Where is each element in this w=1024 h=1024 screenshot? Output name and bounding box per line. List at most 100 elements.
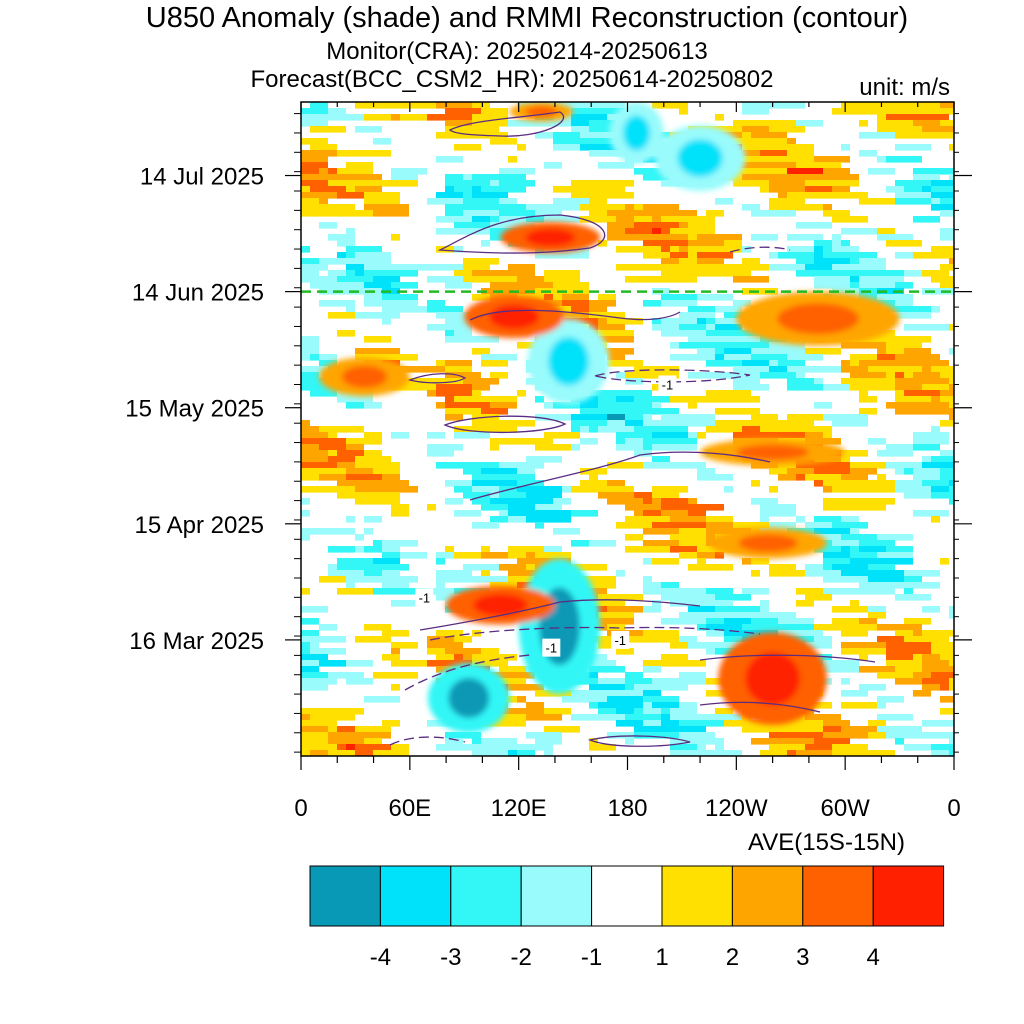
anomaly-cell (688, 564, 706, 571)
anomaly-cell (472, 204, 499, 211)
anomaly-cell (517, 696, 526, 703)
anomaly-cell (346, 444, 364, 451)
anomaly-cell (949, 744, 954, 751)
anomaly-cell (328, 270, 346, 277)
anomaly-cell (454, 180, 490, 187)
colorbar-swatch (591, 865, 663, 927)
anomaly-cell (355, 462, 391, 469)
anomaly-cell (445, 330, 454, 337)
anomaly-cell (589, 636, 625, 643)
anomaly-cell (949, 402, 954, 409)
rmmi-contour (699, 654, 876, 663)
anomaly-cell (877, 714, 895, 721)
anomaly-cell (625, 714, 643, 721)
anomaly-cell (796, 474, 805, 481)
anomaly-cell (922, 270, 949, 277)
anomaly-cell (598, 402, 616, 409)
anomaly-cell (706, 588, 733, 595)
anomaly-cell (913, 120, 940, 127)
anomaly-cell (724, 138, 760, 145)
anomaly-cell (553, 288, 589, 295)
colorbar-swatch (661, 865, 733, 927)
anomaly-cell (913, 690, 931, 697)
anomaly-cell (301, 654, 328, 661)
anomaly-cell (346, 228, 355, 235)
anomaly-cell (670, 678, 679, 685)
anomaly-cell (643, 576, 652, 583)
anomaly-cell (877, 636, 904, 643)
anomaly-cell (886, 450, 913, 457)
anomaly-cell (877, 354, 895, 361)
anomaly-cell (301, 450, 328, 457)
anomaly-cell (436, 216, 472, 223)
anomaly-cell (562, 300, 589, 307)
anomaly-cell (778, 252, 787, 259)
anomaly-cell (508, 120, 544, 127)
anomaly-cell (868, 642, 886, 649)
anomaly-cell (877, 570, 904, 577)
anomaly-cell (436, 462, 472, 469)
anomaly-cell (886, 240, 922, 247)
anomaly-cell (904, 108, 913, 115)
anomaly-cell (301, 150, 337, 157)
anomaly-cell (436, 156, 454, 163)
anomaly-cell (742, 558, 751, 565)
anomaly-cell (679, 108, 688, 115)
anomaly-cell (346, 186, 355, 193)
anomaly-cell (733, 378, 760, 385)
anomaly-cell (436, 570, 472, 577)
anomaly-cell (895, 666, 922, 673)
anomaly-cell (769, 468, 787, 475)
anomaly-cell (445, 204, 472, 211)
anomaly-cell (949, 678, 954, 685)
anomaly-cell (616, 720, 643, 727)
anomaly-cell (670, 660, 706, 667)
anomaly-cell (301, 630, 319, 637)
anomaly-cell (373, 750, 409, 756)
anomaly-cell (544, 276, 580, 283)
anomaly-cell (436, 360, 445, 367)
anomaly-cell (364, 294, 382, 301)
anomaly-cell (589, 678, 598, 685)
anomaly-cell (337, 564, 373, 571)
anomaly-cell (328, 288, 337, 295)
anomaly-cell (931, 636, 949, 643)
anomaly-cell (886, 582, 913, 589)
anomaly-cell (589, 702, 598, 709)
anomaly-cell (445, 498, 463, 505)
anomaly-cell (445, 324, 472, 331)
anomaly-cell (904, 588, 913, 595)
anomaly-cell (733, 366, 769, 373)
anomaly-cell (922, 678, 949, 685)
anomaly-cell (688, 252, 697, 259)
anomaly-cell (688, 246, 715, 253)
anomaly-cell (877, 120, 913, 127)
anomaly-cell (922, 102, 940, 109)
anomaly-cell (697, 474, 733, 481)
anomaly-cell (751, 234, 778, 241)
anomaly-cell (364, 450, 382, 457)
anomaly-cell (805, 120, 814, 127)
anomaly-cell (427, 588, 454, 595)
anomaly-cell (616, 372, 625, 379)
anomaly-cell (769, 360, 778, 367)
anomaly-cell (337, 492, 373, 499)
anomaly-cell (472, 522, 481, 529)
anomaly-cell (499, 750, 508, 756)
anomaly-cell (769, 264, 805, 271)
anomaly-cell (517, 678, 526, 685)
anomaly-cell (517, 708, 544, 715)
anomaly-cell (859, 198, 895, 205)
anomaly-cell (859, 414, 868, 421)
anomaly-cell (553, 132, 580, 139)
anomaly-cell (877, 552, 904, 559)
anomaly-cell (787, 138, 796, 145)
anomaly-cell (742, 108, 769, 115)
anomaly-cell (841, 456, 850, 463)
x-tick-label: 60E (388, 795, 431, 822)
anomaly-cell (427, 504, 436, 511)
anomaly-cell (328, 180, 364, 187)
anomaly-cell (949, 252, 954, 259)
anomaly-cell (544, 516, 571, 523)
anomaly-cell (823, 246, 832, 253)
